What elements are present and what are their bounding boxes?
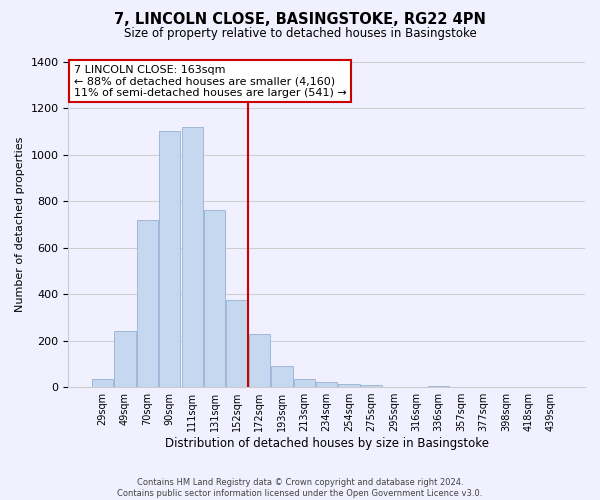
Bar xyxy=(226,300,248,387)
Bar xyxy=(271,366,293,387)
Bar xyxy=(316,382,337,387)
Bar xyxy=(428,386,449,387)
Bar xyxy=(249,334,270,387)
Bar xyxy=(182,126,203,387)
Y-axis label: Number of detached properties: Number of detached properties xyxy=(15,136,25,312)
Bar xyxy=(115,332,136,387)
Bar xyxy=(204,210,225,387)
Bar xyxy=(159,132,181,387)
Text: Size of property relative to detached houses in Basingstoke: Size of property relative to detached ho… xyxy=(124,28,476,40)
Bar xyxy=(338,384,360,387)
Bar xyxy=(92,379,113,387)
Bar xyxy=(137,220,158,387)
Text: 7, LINCOLN CLOSE, BASINGSTOKE, RG22 4PN: 7, LINCOLN CLOSE, BASINGSTOKE, RG22 4PN xyxy=(114,12,486,28)
Text: 7 LINCOLN CLOSE: 163sqm
← 88% of detached houses are smaller (4,160)
11% of semi: 7 LINCOLN CLOSE: 163sqm ← 88% of detache… xyxy=(74,65,346,98)
Bar xyxy=(361,385,382,387)
X-axis label: Distribution of detached houses by size in Basingstoke: Distribution of detached houses by size … xyxy=(165,437,489,450)
Text: Contains HM Land Registry data © Crown copyright and database right 2024.
Contai: Contains HM Land Registry data © Crown c… xyxy=(118,478,482,498)
Bar xyxy=(293,379,315,387)
